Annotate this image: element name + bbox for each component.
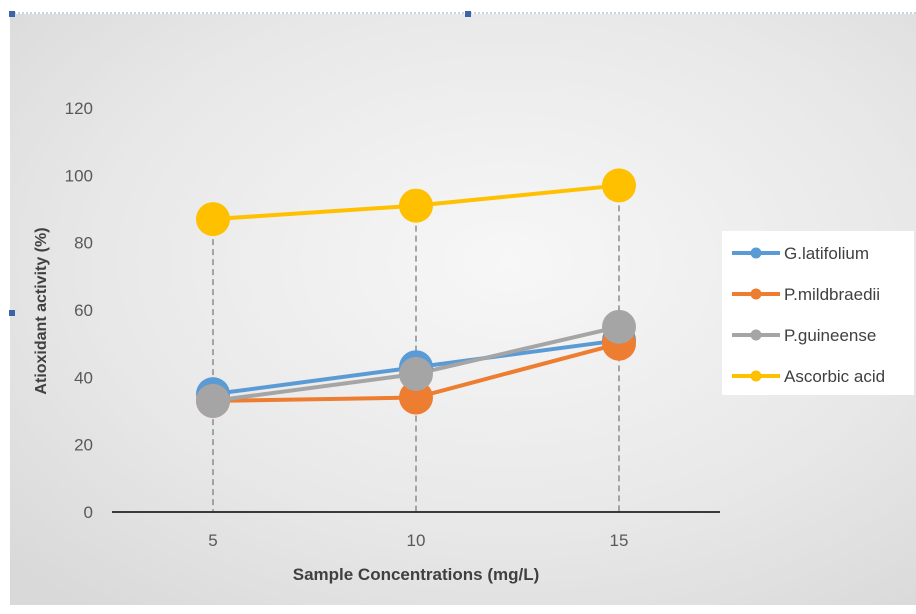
legend-box — [722, 231, 914, 395]
x-axis-tick-labels: 5 10 15 — [208, 531, 628, 550]
data-point — [602, 168, 636, 203]
x-axis-label: Sample Concentrations (mg/L) — [293, 565, 540, 584]
data-point — [399, 356, 433, 391]
legend-label: P.guineense — [784, 326, 876, 345]
legend-marker — [750, 288, 762, 300]
y-tick-label: 20 — [74, 436, 93, 455]
legend: G.latifolium P.mildbraedii P.guineense Asco… — [722, 231, 914, 395]
selection-handle-top-middle[interactable] — [465, 11, 471, 17]
x-tick-label: 15 — [610, 531, 629, 550]
y-tick-label: 40 — [74, 368, 93, 387]
legend-marker — [750, 329, 762, 341]
selection-handle-top-left[interactable] — [9, 11, 15, 17]
y-tick-label: 0 — [84, 503, 93, 522]
y-tick-label: 100 — [65, 166, 93, 185]
data-point — [602, 309, 636, 344]
x-tick-label: 10 — [407, 531, 426, 550]
y-tick-label: 60 — [74, 301, 93, 320]
selection-handle-middle-left[interactable] — [9, 310, 15, 316]
legend-label: G.latifolium — [784, 244, 869, 263]
legend-entry: P.guineense — [732, 326, 876, 345]
y-axis-label: Atioxidant activity (%) — [33, 227, 50, 394]
y-axis-tick-labels: 0 20 40 60 80 100 120 — [65, 99, 93, 522]
data-point — [196, 202, 230, 237]
y-tick-label: 80 — [74, 234, 93, 253]
legend-entry: P.mildbraedii — [732, 285, 880, 304]
data-point — [399, 380, 433, 415]
legend-label: P.mildbraedii — [784, 285, 880, 304]
legend-marker — [750, 247, 762, 259]
x-tick-label: 5 — [208, 531, 217, 550]
y-tick-label: 120 — [65, 99, 93, 118]
data-point — [399, 188, 433, 223]
legend-entry: G.latifolium — [732, 244, 869, 263]
legend-entry: Ascorbic acid — [732, 367, 885, 386]
data-point — [196, 383, 230, 418]
series-markers — [196, 168, 636, 418]
legend-label: Ascorbic acid — [784, 367, 885, 386]
legend-marker — [750, 370, 762, 382]
